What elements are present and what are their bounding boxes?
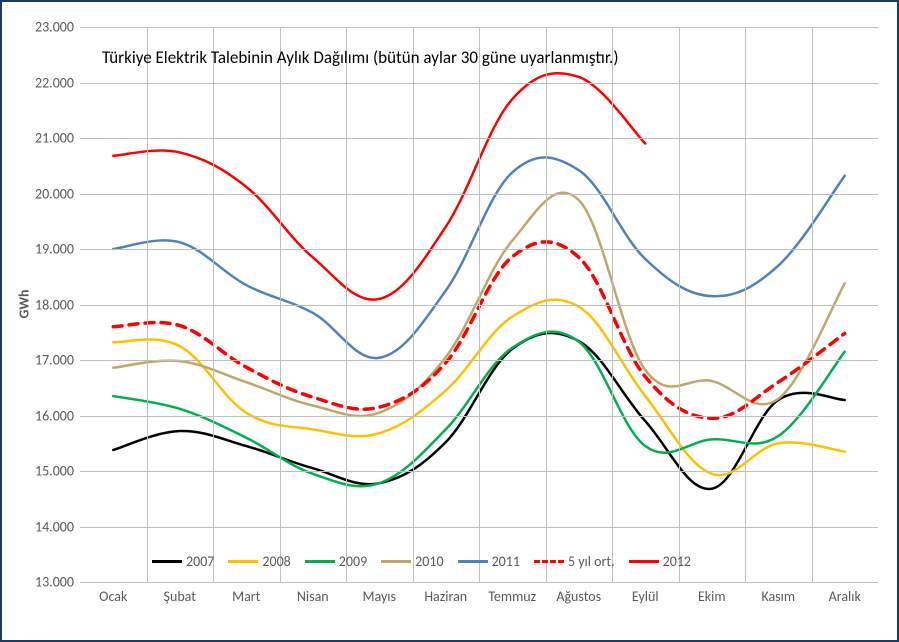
legend-swatch [152, 560, 182, 563]
gridline-x [280, 27, 281, 582]
gridline-x [612, 27, 613, 582]
legend-item: 2010 [381, 553, 443, 570]
y-axis-label: GWh [16, 289, 33, 318]
x-tick-label: Haziran [424, 582, 467, 605]
legend-swatch [305, 560, 335, 563]
gridline-x [213, 27, 214, 582]
gridline-x [346, 27, 347, 582]
chart-container: 13.000 14.000 15.000 16.000 17.000 18.000 19.0… [0, 0, 899, 642]
x-tick-label: Şubat [164, 582, 196, 605]
gridline-y [80, 582, 878, 583]
chart-title: Türkiye Elektrik Talebinin Aylık Dağılım… [102, 47, 619, 68]
y-tick-label: 13.000 [35, 574, 80, 591]
legend-label: 2012 [663, 553, 691, 570]
y-tick-label: 14.000 [35, 518, 80, 535]
legend-swatch [629, 560, 659, 563]
y-tick-label: 22.000 [35, 74, 80, 91]
legend: 2007 2008 2009 2010 2011 5 yıl ort. 2012 [152, 553, 691, 570]
series-line [113, 73, 645, 300]
x-tick-label: Aralık [829, 582, 861, 605]
x-tick-label: Eylül [632, 582, 659, 605]
legend-item: 2009 [305, 553, 367, 570]
gridline-x [147, 27, 148, 582]
y-tick-label: 23.000 [35, 19, 80, 36]
y-tick-label: 15.000 [35, 463, 80, 480]
gridline-x [413, 27, 414, 582]
legend-swatch [381, 560, 411, 563]
x-tick-label: Nisan [297, 582, 329, 605]
gridline-x [745, 27, 746, 582]
gridline-x [812, 27, 813, 582]
gridline-x [679, 27, 680, 582]
plot-area: 13.00014.00015.00016.00017.00018.00019.0… [80, 27, 878, 582]
legend-swatch [534, 560, 564, 563]
x-tick-label: Ekim [698, 582, 726, 605]
legend-item: 2012 [629, 553, 691, 570]
legend-swatch [458, 560, 488, 563]
legend-label: 2007 [186, 553, 214, 570]
legend-item: 5 yıl ort. [534, 553, 615, 570]
legend-item: 2007 [152, 553, 214, 570]
legend-label: 2010 [415, 553, 443, 570]
legend-label: 2009 [339, 553, 367, 570]
gridline-x [546, 27, 547, 582]
x-tick-label: Kasım [761, 582, 795, 605]
x-tick-label: Mayıs [363, 582, 396, 605]
y-tick-label: 21.000 [35, 130, 80, 147]
x-tick-label: Mart [232, 582, 260, 605]
legend-swatch [228, 560, 258, 563]
y-tick-label: 19.000 [35, 241, 80, 258]
legend-label: 2008 [262, 553, 290, 570]
y-tick-label: 18.000 [35, 296, 80, 313]
x-tick-label: Temmuz [488, 582, 536, 605]
legend-item: 2011 [458, 553, 520, 570]
legend-label: 2011 [492, 553, 520, 570]
legend-item: 2008 [228, 553, 290, 570]
x-tick-label: Ağustos [556, 582, 601, 605]
x-tick-label: Ocak [99, 582, 127, 605]
gridline-x [479, 27, 480, 582]
y-tick-label: 17.000 [35, 352, 80, 369]
legend-label: 5 yıl ort. [568, 553, 615, 570]
y-tick-label: 20.000 [35, 185, 80, 202]
y-tick-label: 16.000 [35, 407, 80, 424]
